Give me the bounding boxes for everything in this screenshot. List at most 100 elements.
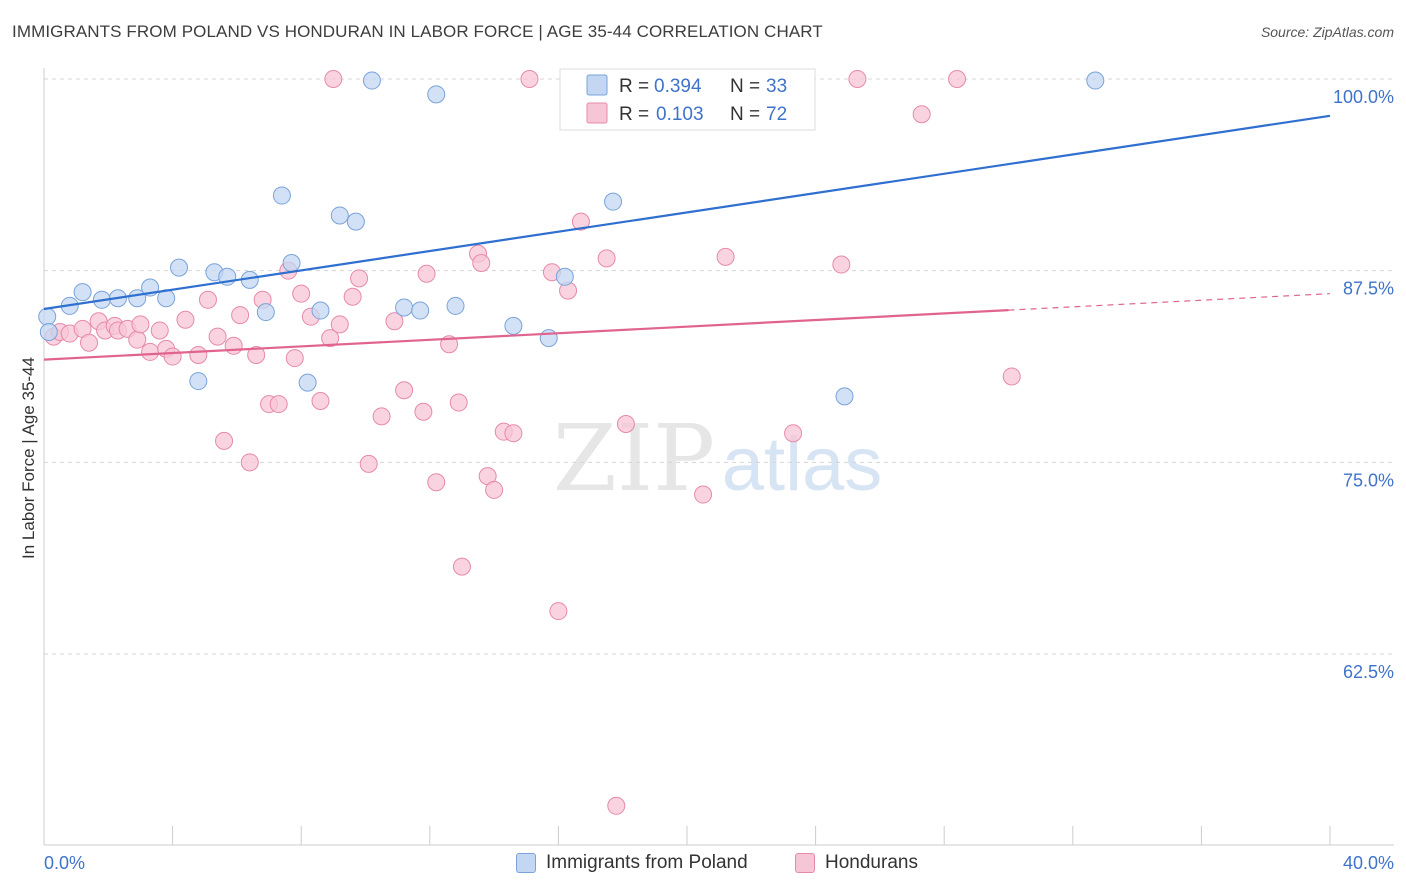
stats-n-label-poland: N =	[730, 76, 760, 97]
y-axis-label: In Labor Force | Age 35-44	[19, 357, 38, 559]
y-tick-labels: 62.5% 75.0% 87.5% 100.0%	[1333, 87, 1394, 682]
hondurans-point	[231, 306, 250, 325]
poland-point	[539, 329, 558, 348]
trend-line-extension-1	[1008, 293, 1331, 311]
hondurans-point	[520, 70, 539, 88]
legend-label-poland: Immigrants from Poland	[546, 852, 748, 873]
stats-r-value-hondurans: 0.103	[656, 104, 704, 125]
hondurans-point	[189, 346, 208, 364]
x-tick-label-min: 0.0%	[44, 853, 85, 873]
hondurans-point	[716, 247, 735, 266]
hondurans-point	[128, 330, 147, 349]
hondurans-point	[372, 407, 391, 426]
hondurans-point	[449, 393, 468, 412]
hondurans-point	[912, 105, 931, 124]
grid-lines	[44, 78, 1394, 655]
data-points	[38, 70, 1105, 815]
stats-r-label-hondurans: R =	[619, 104, 649, 125]
hondurans-point	[176, 310, 195, 329]
hondurans-point	[427, 473, 446, 492]
legend-label-hondurans: Hondurans	[825, 852, 918, 873]
poland-point	[282, 254, 301, 272]
y-tick-label: 75.0%	[1343, 470, 1394, 490]
hondurans-point	[141, 342, 160, 361]
legend-item-hondurans[interactable]: Hondurans	[795, 852, 918, 874]
legend-item-poland[interactable]: Immigrants from Poland	[516, 852, 748, 874]
hondurans-point	[472, 254, 491, 272]
poland-point	[256, 303, 275, 322]
poland-point	[362, 71, 381, 90]
axes	[43, 68, 1394, 846]
hondurans-point	[343, 287, 362, 306]
poland-point	[446, 296, 465, 315]
poland-point	[555, 267, 574, 286]
hondurans-point	[694, 485, 713, 504]
hondurans-point	[285, 349, 304, 368]
stats-legend: R = 0.394 N = 33 R = 0.103 N = 72	[559, 68, 816, 131]
hondurans-point	[597, 249, 616, 268]
legend-swatch-hondurans	[586, 102, 608, 124]
hondurans-point	[247, 346, 266, 364]
watermark: ZIP atlas	[553, 405, 882, 512]
hondurans-point	[359, 454, 378, 473]
hondurans-point	[292, 284, 311, 303]
poland-point	[330, 206, 349, 225]
hondurans-point	[80, 333, 99, 352]
hondurans-point	[330, 315, 349, 334]
poland-point	[604, 192, 623, 211]
poland-point	[38, 307, 57, 326]
watermark-atlas: atlas	[722, 422, 883, 507]
poland-point	[170, 258, 189, 277]
hondurans-point	[321, 329, 340, 348]
hondurans-point	[948, 70, 967, 88]
poland-point	[504, 316, 523, 335]
trend-line-0	[43, 114, 1331, 311]
hondurans-point	[208, 327, 227, 346]
stats-r-value-poland: 0.394	[654, 76, 702, 97]
stats-n-value-poland: 33	[766, 76, 787, 97]
stats-r-label-poland: R =	[619, 76, 649, 97]
series-legend: Immigrants from Poland Hondurans	[0, 852, 1406, 878]
hondurans-point	[549, 602, 568, 621]
poland-point	[311, 301, 330, 320]
trend-line-1	[43, 309, 1009, 361]
y-tick-label: 87.5%	[1343, 279, 1394, 299]
y-tick-label: 62.5%	[1343, 662, 1394, 682]
hondurans-point	[350, 269, 369, 288]
poland-point	[835, 387, 854, 406]
poland-point	[427, 85, 446, 104]
poland-point	[411, 301, 430, 320]
hondurans-point	[163, 347, 182, 366]
poland-point	[73, 283, 92, 302]
hondurans-point	[215, 431, 234, 450]
source-label: Source: ZipAtlas.com	[1260, 24, 1394, 40]
poland-point	[298, 373, 317, 392]
hondurans-point	[324, 70, 343, 88]
hondurans-point	[131, 315, 150, 334]
stats-n-value-hondurans: 72	[766, 104, 787, 125]
poland-point	[1086, 71, 1105, 90]
poland-point	[395, 298, 414, 317]
hondurans-point	[607, 796, 626, 815]
legend-swatch-poland	[586, 74, 608, 96]
hondurans-point	[848, 70, 867, 88]
y-tick-label: 100.0%	[1333, 87, 1394, 107]
hondurans-point	[224, 336, 243, 355]
hondurans-point	[784, 424, 803, 443]
hondurans-point	[198, 290, 217, 309]
hondurans-point	[504, 424, 523, 443]
x-tick-label-max: 40.0%	[1343, 853, 1394, 873]
poland-point	[346, 212, 365, 231]
hondurans-point	[414, 402, 433, 421]
hondurans-point	[571, 212, 590, 231]
poland-point	[39, 323, 58, 341]
hondurans-point	[485, 480, 504, 499]
hondurans-point	[311, 392, 330, 410]
legend-swatch-poland	[516, 853, 536, 873]
hondurans-point	[452, 557, 471, 576]
hondurans-point	[385, 312, 404, 331]
hondurans-point	[150, 321, 169, 340]
hondurans-point	[1002, 367, 1021, 386]
poland-point	[272, 186, 291, 205]
